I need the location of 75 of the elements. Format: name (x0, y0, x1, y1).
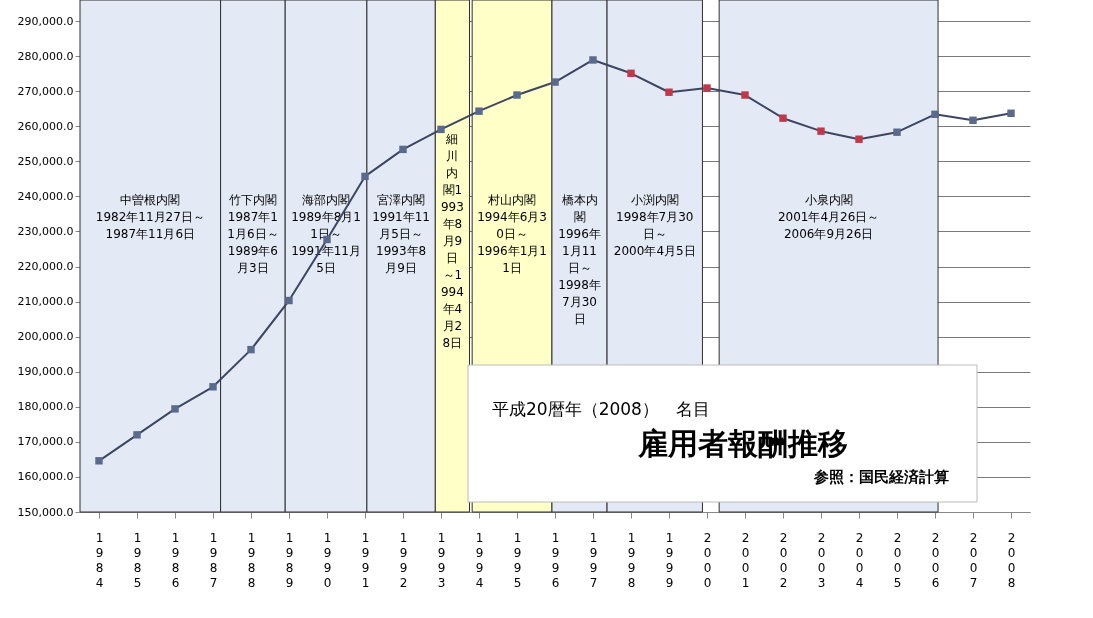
point (133, 431, 141, 439)
y-tick-label: 290,000.0 (17, 14, 74, 28)
y-tick-label: 180,000.0 (17, 400, 74, 414)
x-tick-label: 1 9 8 9 (285, 530, 294, 590)
x-tick-label: 1 9 8 7 (209, 530, 218, 590)
x-tick-label: 1 9 9 7 (589, 530, 598, 590)
annotation: 参照：国民経済計算 (813, 468, 949, 486)
point (703, 84, 711, 92)
point (361, 172, 369, 181)
x-tick-label: 1 9 9 0 (323, 530, 332, 590)
x-tick-label: 1 9 9 2 (399, 530, 408, 590)
y-tick-label: 160,000.0 (17, 470, 74, 484)
point (817, 127, 825, 135)
text: 平成20暦年（2008） 名目 (492, 399, 710, 419)
point (551, 78, 559, 86)
x-tick-label: 1 9 9 6 (551, 530, 560, 590)
x-tick-label: 1 9 8 5 (133, 530, 142, 590)
x-tick-label: 2 0 0 3 (817, 530, 826, 590)
point (741, 91, 749, 99)
point (437, 125, 445, 134)
y-tick-label: 260,000.0 (17, 119, 74, 133)
point (931, 110, 939, 119)
point (513, 91, 521, 99)
x-tick-label: 2 0 0 7 (969, 530, 978, 590)
x-tick-label: 2 0 0 1 (741, 530, 750, 590)
band-label: 村山内閣 1994年6月30日～ 1996年1月11日 (477, 193, 547, 275)
point (475, 107, 483, 115)
x-tick-label: 2 0 0 6 (931, 530, 940, 590)
x-tick-label: 1 9 9 9 (665, 530, 674, 590)
x-tick-label: 2 0 0 4 (855, 530, 864, 590)
x-tick-label: 1 9 9 1 (361, 530, 370, 590)
band-label: 竹下内閣 1987年11月6日～ 1989年6月3日 (227, 193, 279, 275)
x-tick-label: 2 0 0 0 (703, 530, 712, 590)
y-tick-label: 230,000.0 (17, 224, 74, 238)
point (399, 145, 407, 154)
point (285, 296, 293, 305)
band-label: 小泉内閣 2001年4月26日～ 2006年9月26日 (777, 193, 880, 241)
x-tick-label: 1 9 8 4 (95, 530, 104, 590)
point (247, 345, 255, 354)
y-tick-label: 190,000.0 (17, 365, 74, 379)
point (589, 56, 597, 64)
text: 雇用者報酬推移 (636, 426, 848, 461)
band-label: 中曽根内閣 1982年11月27日～ 1987年11月6日 (95, 193, 205, 241)
y-tick-label: 210,000.0 (17, 295, 74, 309)
point (855, 135, 863, 143)
point (893, 128, 901, 136)
band-label: 橋本内閣 1996年1月11日～ 1998年7月30日 (558, 193, 601, 326)
x-tick-label: 1 9 9 5 (513, 530, 522, 590)
y-tick-label: 270,000.0 (17, 84, 74, 98)
band-label: 小渕内閣 1998年7月30日～ 2000年4月5日 (613, 193, 696, 258)
band-label: 宮澤内閣 1991年11月5日～ 1993年8月9日 (372, 193, 431, 275)
x-tick-label: 1 9 9 3 (437, 530, 446, 590)
point (95, 457, 103, 465)
y-tick-label: 150,000.0 (17, 505, 74, 519)
y-tick-label: 240,000.0 (17, 189, 74, 203)
x-tick-label: 1 9 8 6 (171, 530, 180, 590)
x-tick-label: 1 9 9 4 (475, 530, 484, 590)
x-tick-label: 1 9 9 8 (627, 530, 636, 590)
point (1007, 109, 1015, 117)
point (627, 69, 635, 77)
point (665, 88, 673, 96)
x-tick-label: 2 0 0 8 (1007, 530, 1016, 590)
point (779, 114, 787, 122)
y-tick-label: 220,000.0 (17, 260, 74, 274)
x-tick-label: 2 0 0 5 (893, 530, 902, 590)
x-tick-label: 2 0 0 2 (779, 530, 788, 590)
point (969, 116, 977, 124)
x-tick-label: 1 9 8 8 (247, 530, 256, 590)
y-tick-label: 200,000.0 (17, 330, 74, 344)
text: 細川内閣1993年8月9日～1994年4月28日 (440, 132, 464, 350)
y-tick-label: 280,000.0 (17, 49, 74, 63)
point (171, 405, 179, 413)
y-tick-label: 250,000.0 (17, 154, 74, 168)
point (209, 383, 217, 391)
y-tick-label: 170,000.0 (17, 435, 74, 449)
